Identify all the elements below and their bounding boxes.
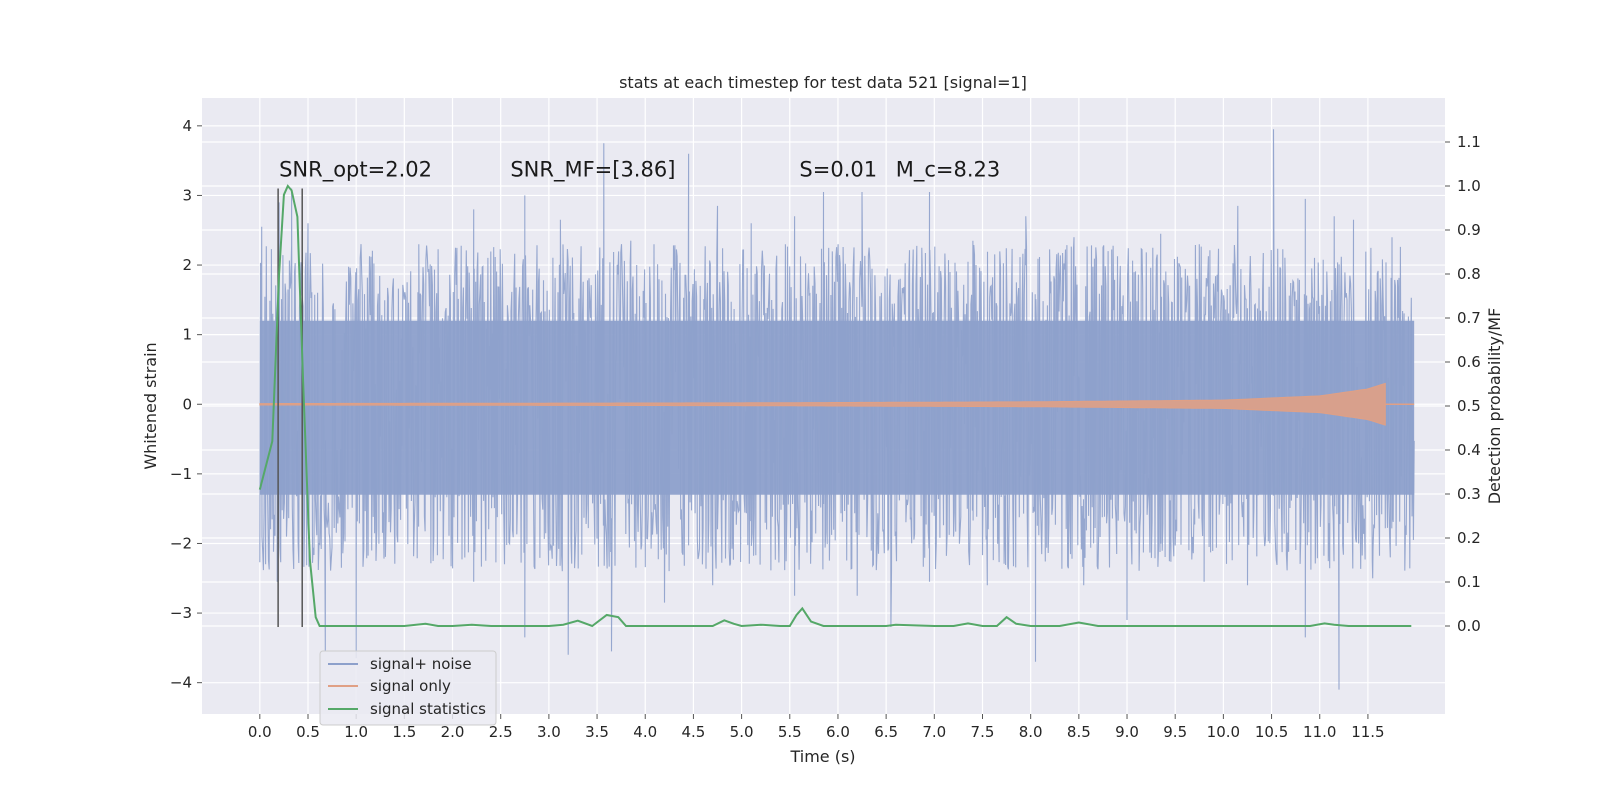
x-tick-label: 0.0 — [248, 723, 272, 741]
x-axis-label: Time (s) — [789, 747, 855, 766]
y-tick-label: −3 — [170, 604, 192, 622]
chart-title: stats at each timestep for test data 521… — [619, 73, 1027, 92]
y-right-tick-label: 0.1 — [1457, 573, 1481, 591]
y-right-tick-label: 0.3 — [1457, 485, 1481, 503]
legend-label-signal-noise: signal+ noise — [370, 655, 472, 673]
y-right-tick-label: 0.9 — [1457, 221, 1481, 239]
x-tick-label: 9.0 — [1115, 723, 1139, 741]
y-right-tick-label: 0.5 — [1457, 397, 1481, 415]
x-tick-label: 5.5 — [778, 723, 802, 741]
y-tick-label: 1 — [182, 326, 192, 344]
y-right-tick-label: 0.8 — [1457, 265, 1481, 283]
legend: signal+ noise signal only signal statist… — [319, 650, 497, 726]
x-tick-label: 11.0 — [1303, 723, 1336, 741]
x-tick-label: 11.5 — [1351, 723, 1384, 741]
x-tick-label: 9.5 — [1163, 723, 1187, 741]
legend-label-signal-statistics: signal statistics — [370, 700, 486, 718]
annotation-mc-val: M_c=8.23 — [896, 158, 1001, 183]
y-tick-label: −2 — [170, 534, 192, 552]
vertical-markers — [277, 188, 303, 627]
x-tick-label: 3.5 — [585, 723, 609, 741]
y-axis-right-label: Detection probability/MF — [1485, 308, 1504, 505]
x-tick-label: 10.0 — [1207, 723, 1240, 741]
series-signal-statistics — [258, 184, 1412, 628]
y-tick-label: −1 — [170, 465, 192, 483]
signal-only-envelope — [259, 382, 1386, 426]
y-axis-label: Whitened strain — [141, 342, 160, 469]
y-right-tick-label: 1.0 — [1457, 177, 1481, 195]
series-signal-only — [259, 382, 1415, 426]
x-tick-label: 7.5 — [971, 723, 995, 741]
y-tick-label: 0 — [182, 395, 192, 413]
x-tick-label: 5.0 — [730, 723, 754, 741]
y-right-tick-label: 0.7 — [1457, 309, 1481, 327]
y-right-tick-label: 0.4 — [1457, 441, 1481, 459]
annotation-snr-opt: SNR_opt=2.02 — [279, 158, 432, 183]
y-right-tick-label: 0.6 — [1457, 353, 1481, 371]
annotations: SNR_opt=2.02 SNR_MF=[3.86] S=0.01 M_c=8.23 — [279, 158, 1000, 183]
annotation-snr-mf: SNR_MF=[3.86] — [510, 158, 675, 183]
x-tick-label: 0.5 — [296, 723, 320, 741]
y-tick-label: −4 — [170, 674, 192, 692]
y-tick-label: 2 — [182, 256, 192, 274]
legend-box — [319, 650, 497, 726]
x-tick-label: 7.0 — [922, 723, 946, 741]
legend-label-signal-only: signal only — [370, 677, 451, 695]
x-tick-label: 1.0 — [344, 723, 368, 741]
y-tick-label: 3 — [182, 186, 192, 204]
x-tick-label: 8.5 — [1067, 723, 1091, 741]
annotation-s-val: S=0.01 — [799, 158, 877, 182]
x-tick-label: 4.0 — [633, 723, 657, 741]
x-tick-label: 6.0 — [826, 723, 850, 741]
x-tick-label: 2.5 — [489, 723, 513, 741]
x-tick-label: 1.5 — [392, 723, 416, 741]
y-tick-label: 4 — [182, 117, 192, 135]
x-tick-label: 10.5 — [1255, 723, 1288, 741]
x-tick-label: 4.5 — [681, 723, 705, 741]
x-tick-label: 8.0 — [1019, 723, 1043, 741]
x-tick-label: 6.5 — [874, 723, 898, 741]
x-tick-label: 3.0 — [537, 723, 561, 741]
signal-statistics-line — [258, 184, 1412, 628]
y-right-tick-label: 0.0 — [1457, 617, 1481, 635]
y-right-tick-label: 0.2 — [1457, 529, 1481, 547]
x-tick-label: 2.0 — [441, 723, 465, 741]
y-right-tick-label: 1.1 — [1457, 133, 1481, 151]
ticks: 0.0 0.5 1.0 1.5 2.0 2.5 3.0 3.5 4.0 4.5 5.0 5.5 6.0 6… — [170, 117, 1481, 741]
